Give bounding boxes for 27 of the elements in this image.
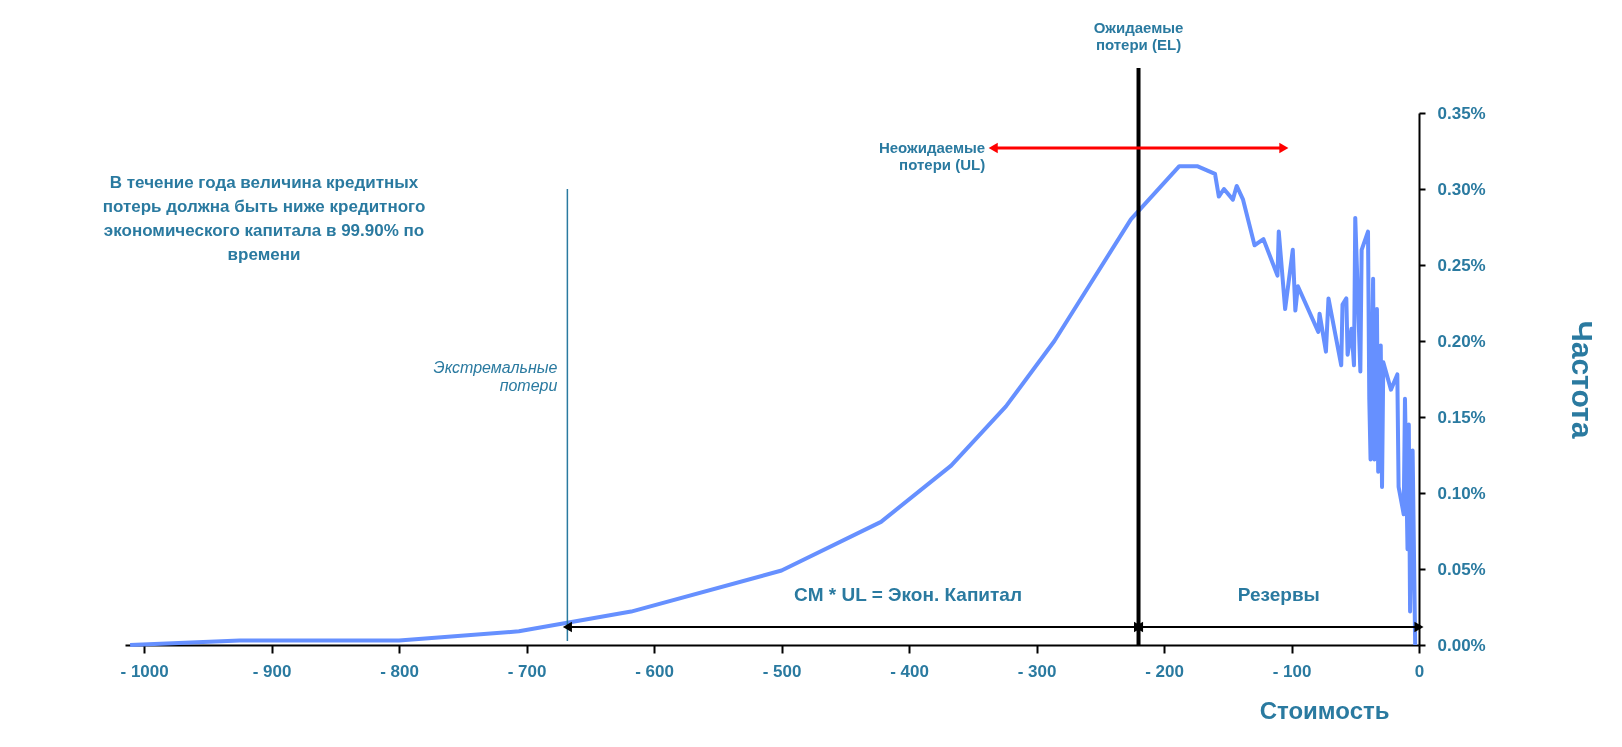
y-tick-label: 0.35% (1437, 103, 1486, 123)
y-tick-label: 0.30% (1437, 179, 1486, 199)
x-tick-label: - 800 (380, 661, 419, 681)
y-tick-label: 0.25% (1437, 255, 1486, 275)
x-tick-label: - 300 (1017, 661, 1057, 681)
y-tick-label: 0.15% (1437, 407, 1486, 427)
y-tick-label: 0.00% (1437, 635, 1486, 655)
ref-line-label: Ожидаемые потери (EL) (1093, 19, 1184, 53)
x-tick-label: - 600 (635, 661, 674, 681)
x-tick-label: - 900 (252, 661, 292, 681)
y-tick-label: 0.10% (1437, 483, 1486, 503)
annotation: Резервы (1237, 584, 1320, 605)
annotation: CM * UL = Экон. Капитал (793, 584, 1022, 605)
y-axis-title: Частота (1565, 320, 1599, 439)
y-tick-label: 0.20% (1437, 331, 1486, 351)
x-tick-label: - 500 (762, 661, 802, 681)
x-tick-label: - 200 (1145, 661, 1184, 681)
ref-line-label: Экстремальные потери (433, 359, 558, 394)
x-tick-label: - 400 (890, 661, 929, 681)
x-tick-label: - 700 (507, 661, 547, 681)
x-tick-label: - 1000 (120, 661, 169, 681)
x-tick-label: - 100 (1272, 661, 1312, 681)
annotation: Неожидаемые потери (UL) (878, 138, 986, 173)
y-tick-label: 0.05% (1437, 559, 1486, 579)
annotation: В течение года величина кредитных потерь должна быть ниже кредитного экономического капитала в 99.90% по времени (102, 173, 426, 264)
x-axis-title: Стоимость (1259, 696, 1390, 724)
x-tick-label: 0 (1414, 661, 1425, 681)
